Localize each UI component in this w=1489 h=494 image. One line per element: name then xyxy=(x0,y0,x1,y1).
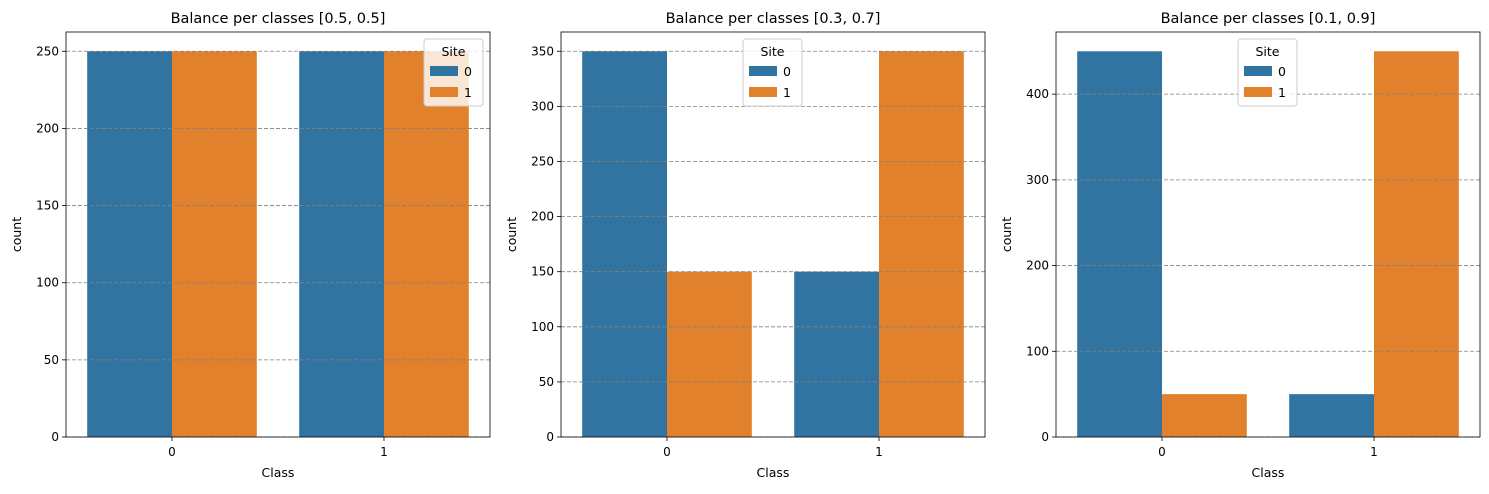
axes-frame xyxy=(560,31,986,438)
legend-swatch-0 xyxy=(749,66,777,76)
y-axis-label: count xyxy=(999,217,1014,252)
legend-swatch-0 xyxy=(430,66,458,76)
x-tick-label: 1 xyxy=(380,445,388,459)
x-axis-label: Class xyxy=(757,465,790,480)
y-tick-label: 200 xyxy=(1026,259,1049,273)
legend-swatch-1 xyxy=(749,87,777,97)
bar-class-0-site-1 xyxy=(667,271,752,437)
bar-class-1-site-1 xyxy=(1374,51,1459,438)
y-tick-label: 400 xyxy=(1026,87,1049,101)
bar-class-0-site-0 xyxy=(87,51,172,438)
subplot-2: 0 100 200 300 400 0 1 Balance per classes [0.1,… xyxy=(999,11,1481,480)
y-axis-label: count xyxy=(504,217,519,252)
chart-title: Balance per classes [0.5, 0.5] xyxy=(171,11,386,27)
y-tick-label: 200 xyxy=(531,210,554,224)
legend-title: Site xyxy=(761,44,785,59)
y-tick-label: 100 xyxy=(36,276,59,290)
bar-class-1-site-1 xyxy=(384,51,469,438)
subplot-0: 0 50 100 150 200 250 0 1 Balance per classes [0.… xyxy=(9,11,491,480)
legend: Site 0 1 xyxy=(742,38,803,107)
legend-label: 0 xyxy=(1278,64,1286,79)
legend: Site 0 1 xyxy=(1237,38,1298,107)
y-axis-label: count xyxy=(9,217,24,252)
chart-title: Balance per classes [0.1, 0.9] xyxy=(1161,11,1376,27)
legend-label: 1 xyxy=(783,85,791,100)
x-axis-label: Class xyxy=(262,465,295,480)
x-tick-label: 1 xyxy=(875,445,883,459)
bar-class-1-site-1 xyxy=(879,51,964,438)
y-tick-label: 150 xyxy=(36,199,59,213)
x-tick-label: 0 xyxy=(663,445,671,459)
y-tick-label: 100 xyxy=(1026,344,1049,358)
y-tick-label: 250 xyxy=(36,44,59,58)
legend-swatch-1 xyxy=(430,87,458,97)
legend-swatch-0 xyxy=(1244,66,1272,76)
y-tick-label: 250 xyxy=(531,154,554,168)
axes-frame xyxy=(65,31,491,438)
x-axis-label: Class xyxy=(1252,465,1285,480)
y-tick-label: 0 xyxy=(51,430,59,444)
legend-swatch-1 xyxy=(1244,87,1272,97)
y-tick-label: 300 xyxy=(531,99,554,113)
legend-label: 1 xyxy=(464,85,472,100)
y-tick-label: 350 xyxy=(531,44,554,58)
y-tick-label: 150 xyxy=(531,265,554,279)
bar-class-0-site-1 xyxy=(1162,394,1247,437)
legend-title: Site xyxy=(442,44,466,59)
y-tick-label: 300 xyxy=(1026,173,1049,187)
axes-frame xyxy=(1055,31,1481,438)
bar-class-1-site-0 xyxy=(1289,394,1374,437)
legend-label: 0 xyxy=(783,64,791,79)
legend-label: 0 xyxy=(464,64,472,79)
legend-title: Site xyxy=(1256,44,1280,59)
bar-class-0-site-1 xyxy=(172,51,257,438)
y-tick-label: 200 xyxy=(36,121,59,135)
y-tick-label: 0 xyxy=(546,430,554,444)
subplot-1: 0 50 100 150 200 250 300 350 0 1 Balance per class… xyxy=(504,11,986,480)
legend: Site 0 1 xyxy=(423,38,484,107)
x-tick-label: 0 xyxy=(1158,445,1166,459)
x-tick-label: 0 xyxy=(168,445,176,459)
bar-class-1-site-0 xyxy=(794,271,879,437)
y-tick-label: 100 xyxy=(531,320,554,334)
bar-class-1-site-0 xyxy=(299,51,384,438)
y-tick-label: 50 xyxy=(539,375,554,389)
x-tick-label: 1 xyxy=(1370,445,1378,459)
bar-class-0-site-0 xyxy=(582,51,667,438)
bar-class-0-site-0 xyxy=(1077,51,1162,438)
chart-title: Balance per classes [0.3, 0.7] xyxy=(666,11,881,27)
legend-label: 1 xyxy=(1278,85,1286,100)
y-tick-label: 50 xyxy=(44,353,59,367)
y-tick-label: 0 xyxy=(1041,430,1049,444)
